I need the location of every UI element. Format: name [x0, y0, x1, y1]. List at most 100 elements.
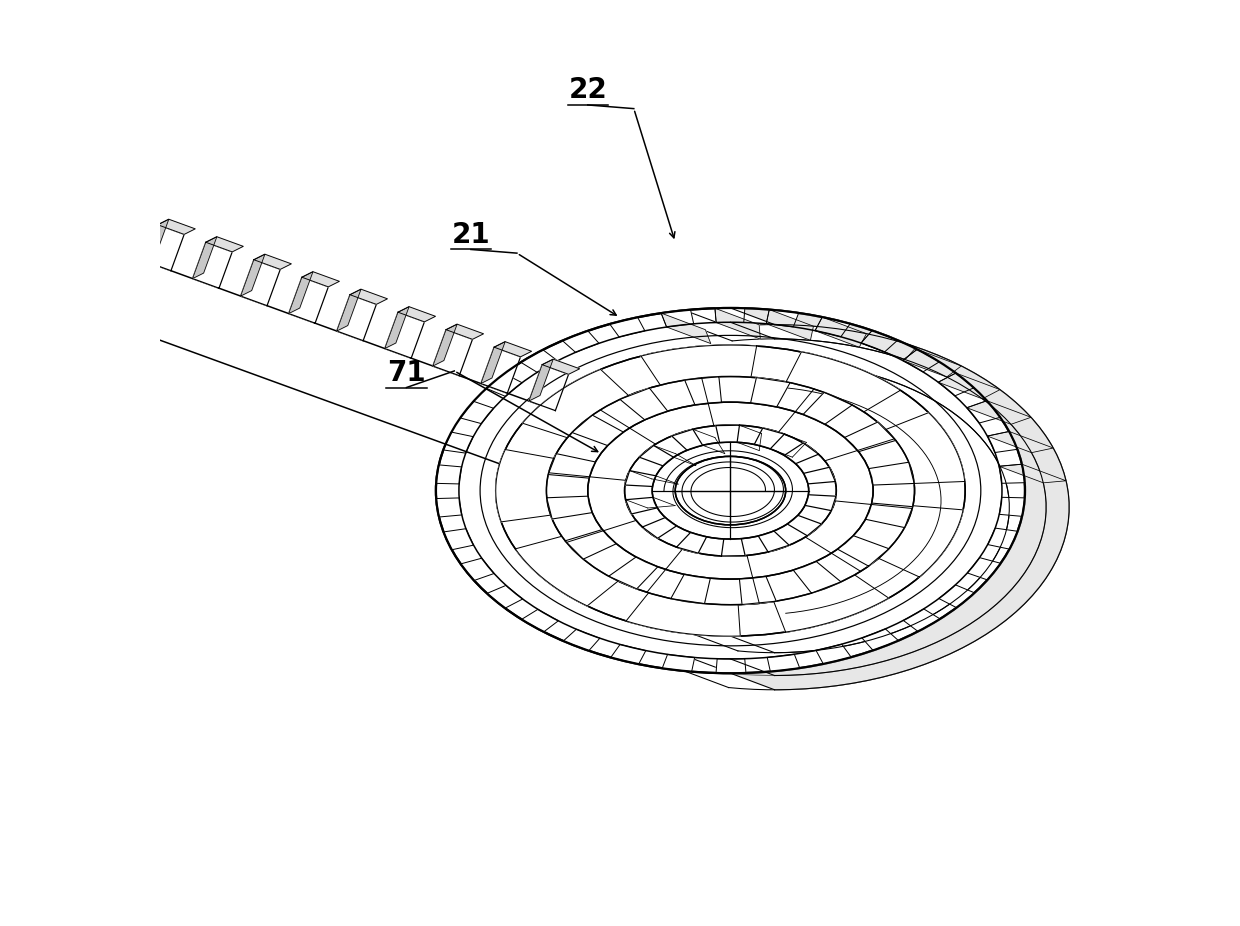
Text: 71: 71 — [387, 358, 425, 387]
Polygon shape — [522, 369, 629, 438]
Polygon shape — [641, 345, 756, 385]
Polygon shape — [999, 464, 1066, 482]
Polygon shape — [398, 307, 435, 322]
Polygon shape — [861, 331, 898, 352]
Polygon shape — [289, 271, 312, 314]
Polygon shape — [715, 425, 739, 443]
Polygon shape — [301, 271, 340, 287]
Polygon shape — [903, 349, 961, 377]
Polygon shape — [444, 529, 474, 550]
Polygon shape — [988, 528, 1018, 549]
Polygon shape — [640, 445, 673, 466]
Polygon shape — [804, 393, 852, 424]
Ellipse shape — [625, 425, 836, 557]
Polygon shape — [967, 557, 1001, 580]
Polygon shape — [844, 422, 895, 452]
Polygon shape — [529, 365, 569, 410]
Polygon shape — [433, 330, 472, 376]
Polygon shape — [987, 432, 1017, 453]
Polygon shape — [522, 609, 558, 632]
Polygon shape — [436, 498, 461, 517]
Polygon shape — [609, 557, 658, 589]
Polygon shape — [766, 309, 813, 340]
Polygon shape — [939, 373, 999, 399]
Polygon shape — [481, 347, 521, 394]
Polygon shape — [384, 307, 409, 348]
Polygon shape — [766, 309, 799, 327]
Polygon shape — [565, 530, 616, 559]
Polygon shape — [563, 331, 599, 353]
Polygon shape — [684, 377, 722, 405]
Polygon shape — [625, 470, 656, 486]
Polygon shape — [460, 401, 494, 423]
Polygon shape — [987, 432, 1053, 453]
Polygon shape — [677, 532, 707, 553]
Polygon shape — [563, 630, 600, 651]
Polygon shape — [939, 585, 975, 607]
Polygon shape — [516, 536, 618, 606]
Polygon shape — [496, 449, 554, 522]
Polygon shape — [739, 576, 776, 605]
Polygon shape — [805, 494, 836, 510]
Polygon shape — [444, 432, 474, 453]
Polygon shape — [794, 561, 841, 594]
Polygon shape — [642, 518, 677, 538]
Polygon shape — [241, 260, 280, 306]
Ellipse shape — [588, 402, 873, 579]
Polygon shape — [999, 464, 1024, 483]
Polygon shape — [529, 359, 553, 401]
Polygon shape — [337, 294, 377, 341]
Polygon shape — [774, 575, 889, 632]
Polygon shape — [837, 535, 889, 566]
Polygon shape — [786, 352, 900, 412]
Polygon shape — [547, 496, 593, 519]
Polygon shape — [145, 225, 185, 270]
Polygon shape — [715, 308, 745, 322]
Polygon shape — [816, 644, 851, 664]
Ellipse shape — [676, 457, 786, 525]
Polygon shape — [461, 558, 494, 581]
Polygon shape — [750, 378, 790, 407]
Polygon shape — [730, 308, 1069, 690]
Polygon shape — [494, 342, 532, 357]
Polygon shape — [486, 373, 522, 396]
Polygon shape — [885, 413, 965, 483]
Polygon shape — [481, 342, 505, 383]
Polygon shape — [715, 658, 746, 673]
Polygon shape — [903, 349, 940, 372]
Polygon shape — [446, 324, 484, 339]
Polygon shape — [715, 308, 760, 339]
Polygon shape — [672, 430, 703, 450]
Polygon shape — [967, 401, 1001, 423]
Polygon shape — [157, 219, 195, 234]
Polygon shape — [620, 388, 667, 419]
Polygon shape — [759, 531, 789, 552]
Ellipse shape — [547, 377, 915, 605]
Polygon shape — [626, 497, 657, 514]
Polygon shape — [869, 462, 914, 485]
Polygon shape — [722, 539, 745, 556]
Polygon shape — [626, 593, 740, 636]
Polygon shape — [866, 503, 913, 528]
Polygon shape — [861, 331, 916, 359]
Polygon shape — [192, 237, 217, 279]
Polygon shape — [815, 317, 867, 347]
Polygon shape — [815, 317, 851, 337]
Polygon shape — [768, 655, 800, 671]
Polygon shape — [384, 312, 424, 358]
Polygon shape — [436, 465, 461, 484]
Polygon shape — [904, 609, 940, 632]
Polygon shape — [661, 309, 693, 327]
Polygon shape — [350, 289, 387, 305]
Polygon shape — [862, 629, 899, 650]
Polygon shape — [754, 428, 785, 449]
Polygon shape — [145, 219, 169, 261]
Polygon shape — [572, 415, 624, 445]
Polygon shape — [784, 443, 818, 464]
Polygon shape — [487, 585, 523, 608]
Polygon shape — [967, 401, 1030, 424]
Polygon shape — [289, 277, 329, 323]
Polygon shape — [433, 324, 458, 366]
Polygon shape — [661, 313, 711, 344]
Ellipse shape — [436, 308, 1025, 673]
